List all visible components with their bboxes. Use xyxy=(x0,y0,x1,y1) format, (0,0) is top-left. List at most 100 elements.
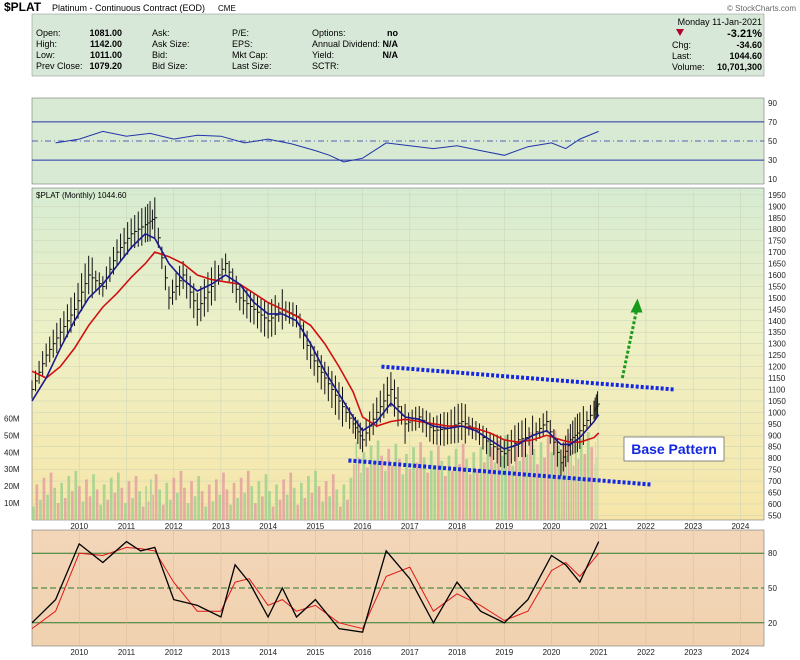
volume-bar xyxy=(145,486,147,520)
volume-bar xyxy=(490,447,493,520)
volume-tick-label: 60M xyxy=(4,414,20,423)
lower-channel-line xyxy=(348,458,651,487)
exchange: CME xyxy=(218,4,236,13)
y-tick-label: 800 xyxy=(768,454,782,463)
volume-bar xyxy=(204,506,208,520)
volume-bar xyxy=(186,503,190,520)
x-tick-label: 2020 xyxy=(543,648,561,657)
volume-bar xyxy=(422,457,426,520)
volume-bar xyxy=(215,479,218,520)
y-tick-label: 1250 xyxy=(768,351,786,360)
quote-field-label: Bid Size: xyxy=(152,61,188,71)
volume-bar xyxy=(426,472,429,520)
x-tick-label: 2017 xyxy=(401,648,419,657)
volume-bar xyxy=(292,487,296,520)
quote-field-label: Yield: xyxy=(312,50,334,60)
volume-bar xyxy=(169,499,172,520)
volume-bar xyxy=(109,477,113,520)
volume-bar xyxy=(282,479,285,520)
y-tick-label: 600 xyxy=(768,500,782,509)
volume-bar xyxy=(257,481,261,520)
quote-field-value: N/A xyxy=(383,50,399,60)
volume-bar xyxy=(74,470,78,520)
volume-bar xyxy=(447,455,451,520)
volume-bar xyxy=(539,442,543,520)
volume-bar xyxy=(590,447,594,520)
price-panel-title: $PLAT (Monthly) 1044.60 xyxy=(36,191,127,200)
volume-bar xyxy=(124,503,127,520)
x-tick-label: 2016 xyxy=(354,522,372,531)
y-tick-label: 80 xyxy=(768,549,777,558)
volume-bar xyxy=(440,460,444,520)
volume-bar xyxy=(415,462,419,520)
quote-field-label: Options: xyxy=(312,28,346,38)
x-tick-label: 2014 xyxy=(259,648,277,657)
x-tick-label: 2021 xyxy=(590,648,608,657)
last-label: Last: xyxy=(672,51,692,61)
symbol: $PLAT xyxy=(4,0,42,14)
volume-bar xyxy=(557,445,561,520)
volume-bar xyxy=(56,503,60,520)
y-tick-label: 1350 xyxy=(768,328,786,337)
quote-field-label: Annual Dividend: xyxy=(312,39,380,49)
volume-bar xyxy=(335,489,339,520)
volume-bar xyxy=(35,484,39,520)
volume-bar xyxy=(383,470,387,520)
y-tick-label: 1950 xyxy=(768,191,786,200)
volume-bar xyxy=(193,496,197,520)
volume-bar xyxy=(92,474,95,520)
y-tick-label: 20 xyxy=(768,619,777,628)
volume-bar xyxy=(339,506,342,520)
volume-bar xyxy=(303,498,307,520)
volume-bar xyxy=(310,492,314,520)
volume-bar xyxy=(454,448,458,520)
volume-bar xyxy=(433,467,437,520)
volume-bar xyxy=(250,486,254,520)
x-tick-label: 2022 xyxy=(637,522,655,531)
volume-bar xyxy=(239,477,243,520)
volume-bar xyxy=(398,459,401,520)
volume-bar xyxy=(394,443,398,520)
volume-bar xyxy=(357,457,360,520)
x-tick-label: 2010 xyxy=(70,648,88,657)
volume-bar xyxy=(511,465,514,520)
volume-bar xyxy=(197,476,200,520)
volume-bar xyxy=(390,465,394,520)
volume-bar xyxy=(183,487,186,520)
volume-bar xyxy=(243,492,246,520)
x-tick-label: 2023 xyxy=(684,522,702,531)
quote-field-value: N/A xyxy=(383,39,399,49)
y-tick-label: 1800 xyxy=(768,225,786,234)
quote-fields: Open: 1081.00 High: 1142.00 Low: 1011.00 Prev … xyxy=(36,28,399,71)
volume-bar xyxy=(95,489,99,520)
quote-field-label: High: xyxy=(36,39,57,49)
volume-bar xyxy=(380,455,383,520)
volume-bar xyxy=(579,438,583,520)
volume-bar xyxy=(314,470,317,520)
y-tick-label: 30 xyxy=(768,156,777,165)
volume-bar xyxy=(264,474,268,520)
volume-bar xyxy=(141,506,145,520)
volume-bar xyxy=(232,482,236,520)
volume-bar xyxy=(355,442,358,520)
volume-bar xyxy=(518,460,522,520)
volume-bar xyxy=(60,482,63,520)
volume-bar xyxy=(71,491,74,520)
quote-field-value: 1011.00 xyxy=(90,50,122,60)
volume-bar xyxy=(458,464,461,520)
volume-bar xyxy=(179,470,183,520)
volume-bar xyxy=(342,484,346,520)
volume-bar xyxy=(225,489,229,520)
volume-bar xyxy=(575,443,577,520)
volume-bar xyxy=(360,472,362,520)
y-tick-label: 550 xyxy=(768,511,782,520)
volume-bar xyxy=(565,455,568,520)
upper-channel-line xyxy=(381,364,675,392)
volume-bar xyxy=(236,498,239,520)
fast-moving-average-line xyxy=(31,232,600,450)
volume-bar xyxy=(296,504,300,520)
x-tick-label: 2012 xyxy=(165,648,183,657)
x-tick-label: 2020 xyxy=(543,522,561,531)
volume-bar xyxy=(366,467,369,520)
